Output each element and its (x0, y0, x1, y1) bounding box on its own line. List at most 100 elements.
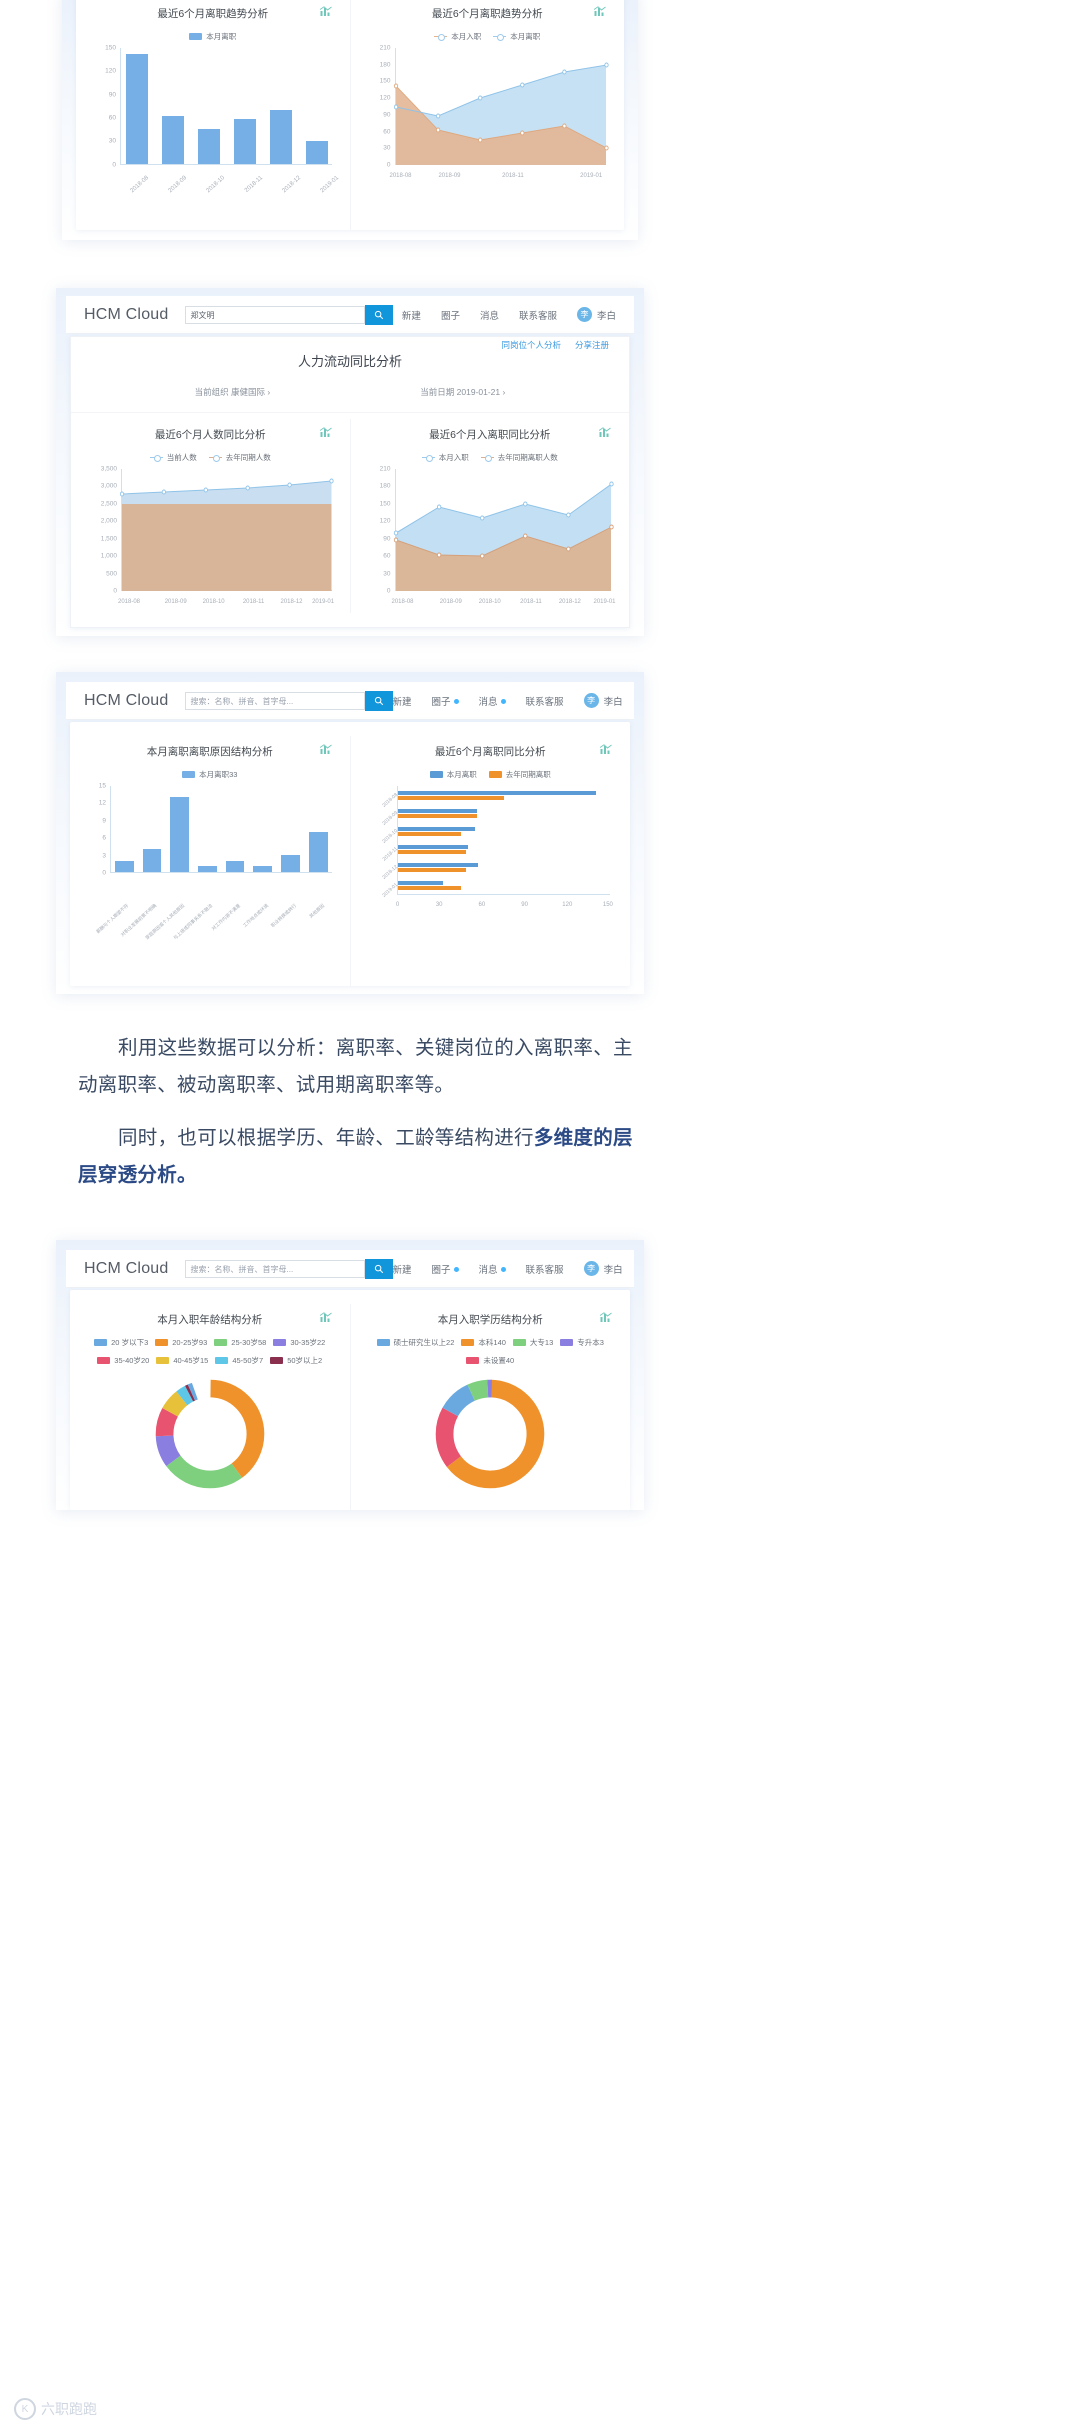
y-axis (120, 48, 121, 165)
legend-item[interactable]: 去年同期离职人数 (480, 452, 558, 463)
bar-chart-icon[interactable] (319, 1312, 332, 1326)
bar[interactable] (397, 880, 443, 885)
bar-chart-icon[interactable] (319, 744, 332, 758)
link-share[interactable]: 分享注册 (574, 340, 609, 350)
bar-chart-icon[interactable] (319, 6, 332, 20)
legend-label: 本月离职33 (199, 770, 238, 779)
bar[interactable] (397, 826, 476, 831)
bar[interactable] (397, 844, 469, 849)
bar[interactable] (397, 795, 504, 800)
legend-item[interactable]: 本科140 (461, 1337, 506, 1348)
legend-item[interactable]: 30-35岁22 (273, 1337, 325, 1348)
app-brand: HCM Cloud (84, 305, 169, 323)
nav-actions: 新建 圈子 消息 联系客服 李 李白 (393, 1261, 623, 1276)
article-paragraph-2: 同时，也可以根据学历、年龄、工龄等结构进行多维度的层层穿透分析。 (78, 1120, 634, 1194)
bar[interactable] (142, 849, 162, 872)
search-input[interactable]: 搜索：名称、拼音、首字母... (184, 691, 365, 710)
donut-chart-education[interactable] (430, 1374, 550, 1494)
y-tick: 60 (383, 552, 391, 560)
y-axis (121, 469, 122, 591)
search-button[interactable] (364, 690, 393, 711)
user-menu[interactable]: 李 李白 (576, 307, 616, 322)
y-tick: 0 (386, 587, 391, 595)
legend-item[interactable]: 20-25岁93 (155, 1337, 207, 1348)
bar[interactable] (397, 862, 479, 867)
bar-chart-icon[interactable] (593, 6, 606, 20)
legend-item[interactable]: 专升本3 (560, 1337, 604, 1348)
bar[interactable] (305, 140, 328, 164)
chart-legend: 本月入职 本月离职 (361, 31, 615, 42)
bar[interactable] (126, 54, 148, 164)
legend-item[interactable]: 本月离职 (189, 31, 236, 42)
nav-item-message[interactable]: 消息 (479, 1262, 506, 1276)
legend-item[interactable]: 40-45岁15 (156, 1355, 208, 1366)
nav-item-new[interactable]: 新建 (392, 1264, 412, 1276)
nav-item-circle[interactable]: 圈子 (440, 310, 460, 322)
user-menu[interactable]: 李 李白 (583, 1261, 623, 1276)
user-menu[interactable]: 李 李白 (583, 693, 623, 708)
bar[interactable] (397, 831, 462, 836)
nav-item-new[interactable]: 新建 (401, 310, 421, 322)
date-selector[interactable]: 当前日期 2019-01-21 › (420, 386, 505, 398)
legend-label: 本月离职 (446, 770, 477, 779)
bar[interactable] (170, 797, 190, 872)
legend-item[interactable]: 50岁以上2 (270, 1355, 322, 1366)
bar[interactable] (197, 129, 220, 164)
legend-item[interactable]: 45-50岁7 (215, 1355, 263, 1366)
legend-item[interactable]: 本月离职 (429, 769, 477, 780)
bar[interactable] (225, 860, 245, 872)
bar-chart-icon[interactable] (599, 1312, 612, 1326)
nav-item-support[interactable]: 联系客服 (518, 310, 557, 322)
bar-chart-icon[interactable] (598, 427, 611, 441)
legend-item[interactable]: 20 岁以下3 (94, 1337, 148, 1348)
x-tick: 2018-12 (558, 599, 581, 605)
nav-item-support[interactable]: 联系客服 (525, 696, 564, 708)
legend-item[interactable]: 本月入职 (421, 452, 469, 463)
legend-item[interactable]: 35-40岁20 (97, 1355, 149, 1366)
bar[interactable] (233, 119, 256, 164)
bar[interactable] (253, 866, 273, 872)
legend-item[interactable]: 25-30岁58 (214, 1337, 266, 1348)
bar[interactable] (269, 109, 292, 164)
bar[interactable] (397, 849, 466, 854)
nav-item-support[interactable]: 联系客服 (525, 1264, 564, 1276)
nav-item-new[interactable]: 新建 (392, 696, 412, 708)
area-markers (393, 481, 614, 559)
chart-title: 最近6个月离职趋势分析 (157, 8, 269, 20)
search-input[interactable]: 搜索：名称、拼音、首字母... (184, 1259, 365, 1278)
link-individual-analysis[interactable]: 同岗位个人分析 (501, 340, 561, 350)
nav-item-message[interactable]: 消息 (479, 310, 499, 322)
bar[interactable] (397, 790, 596, 795)
search-button[interactable] (364, 304, 393, 325)
bar[interactable] (397, 808, 477, 813)
bar[interactable] (397, 813, 477, 818)
legend-item[interactable]: 去年同期人数 (208, 452, 271, 463)
bar[interactable] (281, 854, 300, 872)
legend-item[interactable]: 未设置40 (466, 1355, 514, 1366)
legend-label: 本月入职 (438, 453, 469, 462)
bar[interactable] (397, 885, 462, 890)
bar[interactable] (115, 860, 134, 872)
screenshot-card-3: HCM Cloud 搜索：名称、拼音、首字母... 新建 圈子 消息 联系客服 … (56, 672, 644, 994)
bar-chart-icon[interactable] (319, 427, 332, 441)
legend-item[interactable]: 当前人数 (149, 452, 197, 463)
bar[interactable] (397, 867, 466, 872)
search-input[interactable]: 郑文明 (184, 305, 365, 324)
legend-item[interactable]: 本月离职33 (182, 769, 237, 780)
bar[interactable] (308, 831, 328, 872)
search-button[interactable] (364, 1258, 393, 1279)
donut-chart-age[interactable] (150, 1374, 270, 1494)
nav-item-circle[interactable]: 圈子 (432, 1262, 459, 1276)
nav-item-message[interactable]: 消息 (479, 694, 506, 708)
bar[interactable] (198, 866, 217, 872)
nav-item-circle[interactable]: 圈子 (432, 694, 459, 708)
bar-chart-icon[interactable] (599, 744, 612, 758)
legend-item[interactable]: 大专13 (512, 1337, 553, 1348)
watermark: K 六职跑跑 (14, 2398, 97, 2420)
legend-item[interactable]: 硕士研究生以上22 (376, 1337, 454, 1348)
bar[interactable] (161, 116, 184, 164)
org-selector[interactable]: 当前组织 康健国际 › (195, 386, 271, 398)
legend-item[interactable]: 本月离职 (493, 31, 540, 42)
legend-item[interactable]: 去年同期离职 (488, 769, 551, 780)
legend-item[interactable]: 本月入职 (434, 31, 481, 42)
